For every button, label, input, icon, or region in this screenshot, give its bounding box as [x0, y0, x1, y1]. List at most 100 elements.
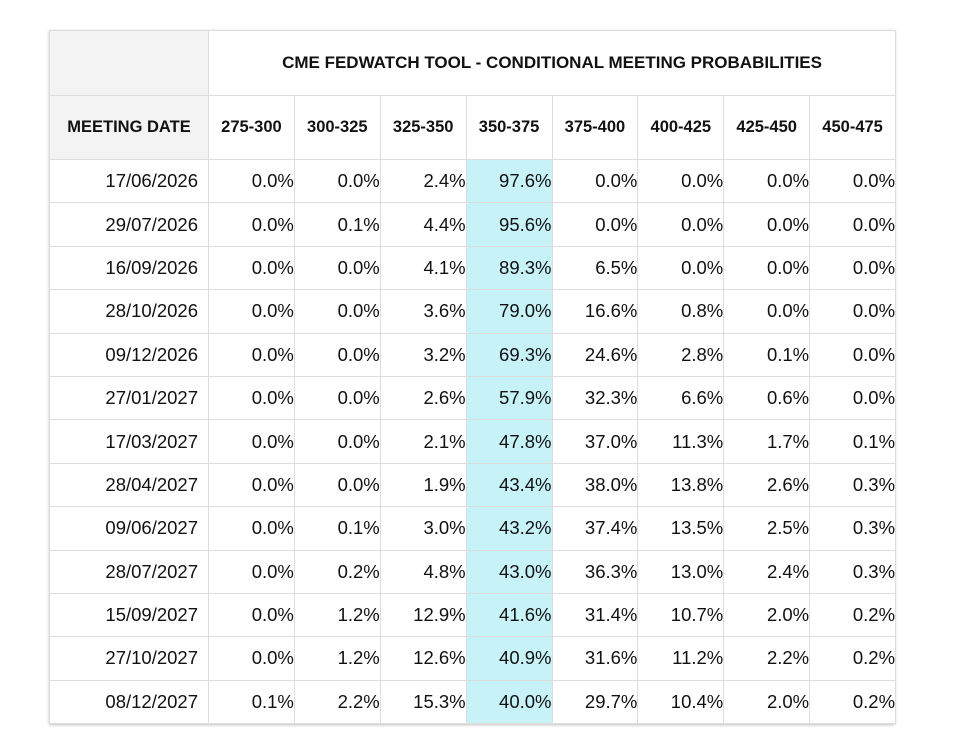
probability-cell: 4.8% — [379, 549, 467, 594]
probability-cell: 32.3% — [551, 375, 639, 421]
probability-cell: 0.2% — [809, 592, 897, 638]
probability-cell: 0.0% — [208, 202, 295, 247]
probability-cell: 0.2% — [809, 679, 897, 725]
probability-cell: 31.6% — [551, 636, 639, 681]
probability-cell: 0.0% — [723, 202, 811, 247]
probability-cell: 38.0% — [551, 462, 639, 508]
probability-cell: 2.6% — [723, 462, 811, 508]
probability-cell: 69.3% — [465, 332, 553, 377]
meeting-date-cell: 08/12/2027 — [49, 679, 209, 725]
probability-cell: 2.6% — [379, 375, 467, 421]
probability-cell: 0.0% — [723, 158, 811, 204]
column-header-275-300: 275-300 — [208, 95, 295, 160]
column-header-row: MEETING DATE 275-300 300-325 325-350 350-37… — [49, 95, 897, 160]
column-header-300-325: 300-325 — [293, 95, 381, 160]
probability-cell: 4.1% — [379, 245, 467, 291]
probability-cell: 1.9% — [379, 462, 467, 508]
meeting-date-header: MEETING DATE — [49, 95, 209, 160]
probability-cell: 11.3% — [637, 419, 725, 464]
probability-cell: 0.0% — [551, 158, 639, 204]
probability-cell: 0.0% — [208, 158, 295, 204]
column-header-425-450: 425-450 — [723, 95, 811, 160]
table-row: 09/06/2027 0.0% 0.1% 3.0% 43.2% 37.4% 13.5% 2.5… — [49, 506, 897, 551]
probability-cell: 15.3% — [379, 679, 467, 725]
column-header-350-375: 350-375 — [465, 95, 553, 160]
probability-cell: 0.8% — [637, 289, 725, 334]
probability-cell: 3.0% — [379, 506, 467, 551]
probability-cell: 1.7% — [723, 419, 811, 464]
meeting-date-cell: 09/12/2026 — [49, 332, 209, 377]
probability-cell: 0.0% — [293, 158, 381, 204]
meeting-date-cell: 28/10/2026 — [49, 289, 209, 334]
table-row: 28/04/2027 0.0% 0.0% 1.9% 43.4% 38.0% 13.8% 2.6… — [49, 462, 897, 508]
probability-cell: 10.7% — [637, 592, 725, 638]
probability-cell: 0.6% — [723, 375, 811, 421]
probability-cell: 37.4% — [551, 506, 639, 551]
probability-cell: 43.0% — [465, 549, 553, 594]
table-row: 28/10/2026 0.0% 0.0% 3.6% 79.0% 16.6% 0.8% 0.0%… — [49, 289, 897, 334]
probability-cell: 47.8% — [465, 419, 553, 464]
probability-cell: 0.1% — [293, 506, 381, 551]
probability-cell: 0.0% — [208, 549, 295, 594]
table-body: 17/06/2026 0.0% 0.0% 2.4% 97.6% 0.0% 0.0% 0.0% 0… — [49, 158, 897, 725]
probability-cell: 0.0% — [208, 375, 295, 421]
meeting-date-cell: 17/06/2026 — [49, 158, 209, 204]
table-row: 27/10/2027 0.0% 1.2% 12.6% 40.9% 31.6% 11.2% 2.… — [49, 636, 897, 681]
table-row: 27/01/2027 0.0% 0.0% 2.6% 57.9% 32.3% 6.6% 0.6%… — [49, 375, 897, 421]
probability-cell: 0.2% — [809, 636, 897, 681]
table-row: 17/06/2026 0.0% 0.0% 2.4% 97.6% 0.0% 0.0% 0.0% 0… — [49, 158, 897, 204]
table-row: 16/09/2026 0.0% 0.0% 4.1% 89.3% 6.5% 0.0% 0.0% 0… — [49, 245, 897, 291]
probability-cell: 0.0% — [723, 245, 811, 291]
probability-cell: 12.6% — [379, 636, 467, 681]
probability-cell: 2.5% — [723, 506, 811, 551]
probability-cell: 0.1% — [723, 332, 811, 377]
probability-cell: 2.4% — [379, 158, 467, 204]
probability-cell: 0.0% — [208, 419, 295, 464]
table-row: 15/09/2027 0.0% 1.2% 12.9% 41.6% 31.4% 10.7% 2.… — [49, 592, 897, 638]
meeting-date-cell: 16/09/2026 — [49, 245, 209, 291]
probability-cell: 57.9% — [465, 375, 553, 421]
probability-cell: 0.0% — [637, 202, 725, 247]
probability-cell: 0.0% — [809, 375, 897, 421]
title-row: CME FEDWATCH TOOL - CONDITIONAL MEETING … — [49, 30, 897, 96]
probability-cell: 0.0% — [208, 289, 295, 334]
probability-cell: 6.6% — [637, 375, 725, 421]
meeting-date-cell: 29/07/2026 — [49, 202, 209, 247]
fedwatch-table-container: CME FEDWATCH TOOL - CONDITIONAL MEETING … — [49, 30, 897, 725]
table-row: 17/03/2027 0.0% 0.0% 2.1% 47.8% 37.0% 11.3% 1.7… — [49, 419, 897, 464]
probability-cell: 16.6% — [551, 289, 639, 334]
probability-cell: 0.3% — [809, 462, 897, 508]
probability-cell: 2.1% — [379, 419, 467, 464]
probability-cell: 13.8% — [637, 462, 725, 508]
probability-cell: 13.5% — [637, 506, 725, 551]
probability-cell: 10.4% — [637, 679, 725, 725]
probability-cell: 11.2% — [637, 636, 725, 681]
probability-cell: 2.8% — [637, 332, 725, 377]
probability-cell: 0.0% — [208, 592, 295, 638]
table-row: 28/07/2027 0.0% 0.2% 4.8% 43.0% 36.3% 13.0% 2.4… — [49, 549, 897, 594]
probability-cell: 0.0% — [208, 506, 295, 551]
probability-cell: 4.4% — [379, 202, 467, 247]
probability-cell: 0.0% — [293, 375, 381, 421]
probability-cell: 0.0% — [809, 332, 897, 377]
column-header-400-425: 400-425 — [637, 95, 725, 160]
table-title: CME FEDWATCH TOOL - CONDITIONAL MEETING … — [207, 30, 897, 96]
probability-cell: 2.2% — [293, 679, 381, 725]
probability-cell: 0.0% — [809, 202, 897, 247]
meeting-date-cell: 09/06/2027 — [49, 506, 209, 551]
probability-cell: 0.1% — [208, 679, 295, 725]
probability-cell: 40.0% — [465, 679, 553, 725]
probability-cell: 0.0% — [723, 289, 811, 334]
probability-cell: 0.0% — [208, 332, 295, 377]
meeting-date-cell: 27/01/2027 — [49, 375, 209, 421]
probability-cell: 0.0% — [637, 158, 725, 204]
probability-cell: 1.2% — [293, 592, 381, 638]
probability-cell: 31.4% — [551, 592, 639, 638]
meeting-date-cell: 17/03/2027 — [49, 419, 209, 464]
probability-cell: 0.0% — [293, 462, 381, 508]
probability-cell: 0.0% — [809, 158, 897, 204]
probability-cell: 1.2% — [293, 636, 381, 681]
probability-cell: 13.0% — [637, 549, 725, 594]
probability-cell: 0.0% — [293, 245, 381, 291]
meeting-date-cell: 28/04/2027 — [49, 462, 209, 508]
